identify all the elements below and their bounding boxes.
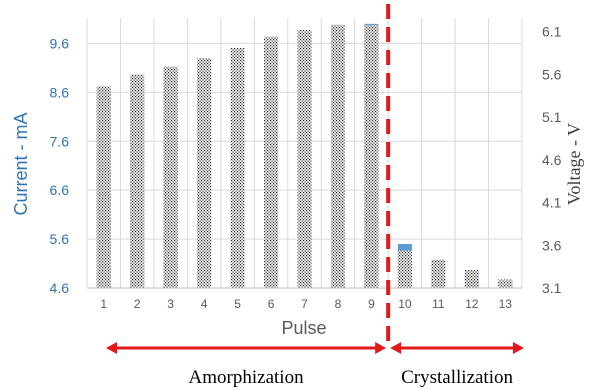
y-axis-left-label: Current - mA (11, 112, 31, 215)
bars (96, 23, 513, 289)
voltage-bar (264, 36, 279, 288)
tick-labels: 4.6 5.6 6.6 7.6 8.6 9.6 3.1 3.6 4.1 4.6 5.1 5.6 6.1 1… (50, 24, 562, 311)
x-axis-label: Pulse (281, 318, 326, 338)
y-right-tick-label: 4.6 (542, 152, 562, 168)
y-left-tick-label: 7.6 (50, 133, 70, 149)
y-left-tick-label: 6.6 (50, 182, 70, 198)
x-tick-label: 8 (335, 297, 342, 311)
y-left-tick-label: 4.6 (50, 280, 70, 296)
arrow-head (375, 342, 387, 354)
x-tick-label: 1 (100, 297, 107, 311)
x-tick-label: 5 (234, 297, 241, 311)
voltage-bar (431, 259, 446, 288)
voltage-bar (163, 66, 178, 288)
voltage-bar (297, 29, 312, 288)
phase-annotations: Amorphization Crystallization (106, 4, 524, 388)
y-left-tick-label: 5.6 (50, 231, 70, 247)
phase-label: Amorphization (189, 367, 305, 388)
voltage-bar (498, 279, 513, 288)
x-tick-label: 6 (268, 297, 275, 311)
x-tick-label: 10 (398, 297, 412, 311)
x-tick-label: 12 (465, 297, 479, 311)
y-right-tick-label: 5.1 (542, 109, 562, 125)
voltage-bar (330, 24, 345, 288)
voltage-bar (364, 24, 379, 288)
arrow-head (390, 342, 402, 354)
y-right-tick-label: 3.6 (542, 237, 562, 253)
arrow-head (513, 342, 524, 354)
x-tick-label: 11 (432, 297, 445, 311)
y-left-tick-label: 9.6 (50, 35, 70, 51)
x-tick-label: 4 (201, 297, 208, 311)
y-left-tick-label: 8.6 (50, 84, 70, 100)
voltage-bar (130, 74, 145, 289)
voltage-bar (96, 86, 111, 288)
x-tick-label: 13 (499, 297, 513, 311)
arrow-head (106, 342, 117, 354)
y-right-tick-label: 3.1 (542, 280, 562, 296)
y-right-tick-label: 4.1 (542, 195, 562, 211)
phase-label: Crystallization (401, 367, 513, 388)
y-axis-right-label: Voltage - V (564, 123, 584, 205)
voltage-bar (397, 250, 412, 288)
x-tick-label: 7 (301, 297, 308, 311)
voltage-bar (230, 47, 245, 289)
x-tick-label: 9 (368, 297, 375, 311)
x-tick-label: 2 (134, 297, 141, 311)
y-right-tick-label: 5.6 (542, 66, 562, 82)
voltage-bar (464, 270, 479, 288)
y-right-tick-label: 6.1 (542, 24, 562, 40)
x-tick-label: 3 (167, 297, 174, 311)
voltage-bar (197, 58, 212, 288)
